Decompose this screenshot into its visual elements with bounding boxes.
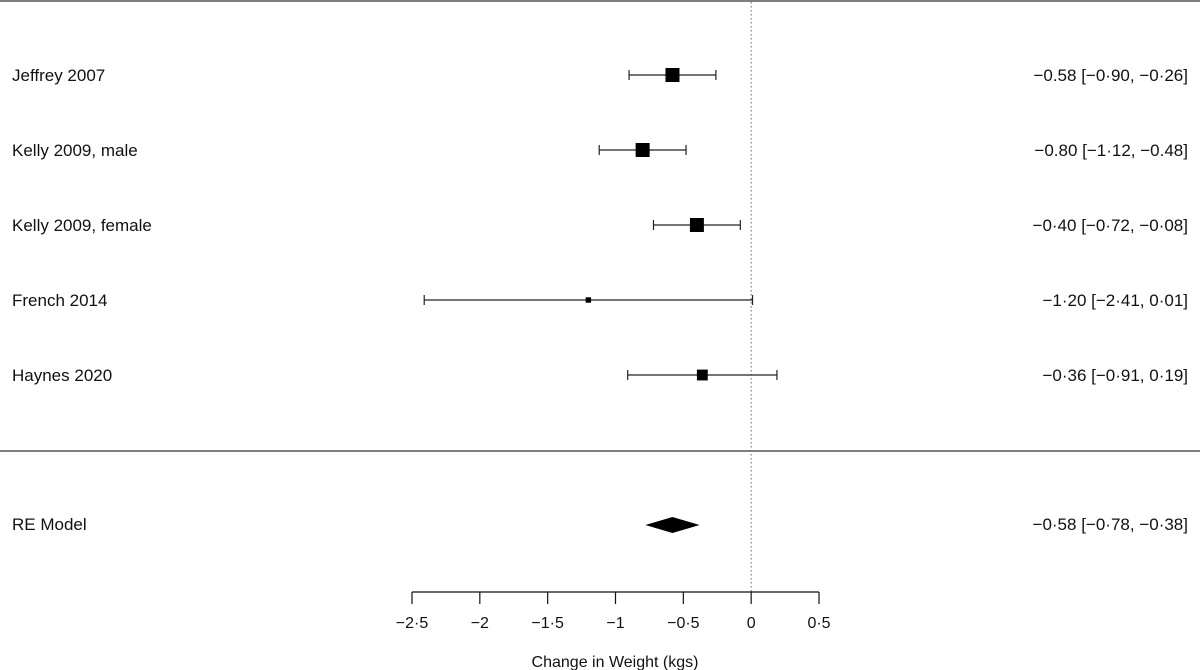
x-axis-tick-label: −1 (606, 615, 624, 632)
summary-label: RE Model (12, 515, 87, 534)
point-estimate-square (689, 218, 704, 232)
study-ci-text: −1·20 [−2·41, 0·01] (1042, 291, 1188, 310)
study-row: Kelly 2009, male −0.80 [−1·12, −0.48] (12, 141, 1188, 160)
summary-ci-text: −0·58 [−0·78, −0·38] (1033, 515, 1188, 534)
x-axis-tick-label: 0 (747, 615, 756, 632)
study-row: Jeffrey 2007 −0.58 [−0·90, −0·26] (12, 66, 1188, 85)
point-estimate-square (585, 297, 592, 303)
study-label: Haynes 2020 (12, 366, 112, 385)
x-axis: −2·5 −2 −1·5 −1 −0·5 0 0·5 (396, 591, 831, 632)
study-label: Jeffrey 2007 (12, 66, 105, 85)
point-estimate-square (635, 143, 650, 157)
x-axis-tick-label: −2 (471, 615, 489, 632)
study-row: Kelly 2009, female −0·40 [−0·72, −0·08] (12, 216, 1188, 235)
study-ci-text: −0·40 [−0·72, −0·08] (1033, 216, 1188, 235)
summary-diamond (645, 517, 700, 533)
x-axis-title: Change in Weight (kgs) (532, 654, 699, 670)
study-row: French 2014 −1·20 [−2·41, 0·01] (12, 291, 1188, 310)
study-ci-text: −0·36 [−0·91, 0·19] (1042, 366, 1188, 385)
study-ci-text: −0.58 [−0·90, −0·26] (1033, 66, 1188, 85)
study-label: French 2014 (12, 291, 107, 310)
x-axis-tick-label: 0·5 (807, 615, 830, 632)
summary-row: RE Model −0·58 [−0·78, −0·38] (12, 515, 1188, 534)
point-estimate-square (665, 68, 680, 82)
point-estimate-square (696, 369, 708, 381)
study-label: Kelly 2009, male (12, 141, 138, 160)
study-rows: Jeffrey 2007 −0.58 [−0·90, −0·26] Kelly 20… (12, 66, 1188, 385)
x-axis-tick-label: −0·5 (667, 615, 700, 632)
study-row: Haynes 2020 −0·36 [−0·91, 0·19] (12, 366, 1188, 385)
x-axis-tick-label: −2·5 (396, 615, 429, 632)
study-label: Kelly 2009, female (12, 216, 152, 235)
x-axis-tick-label: −1·5 (531, 615, 564, 632)
study-ci-text: −0.80 [−1·12, −0.48] (1034, 141, 1188, 160)
